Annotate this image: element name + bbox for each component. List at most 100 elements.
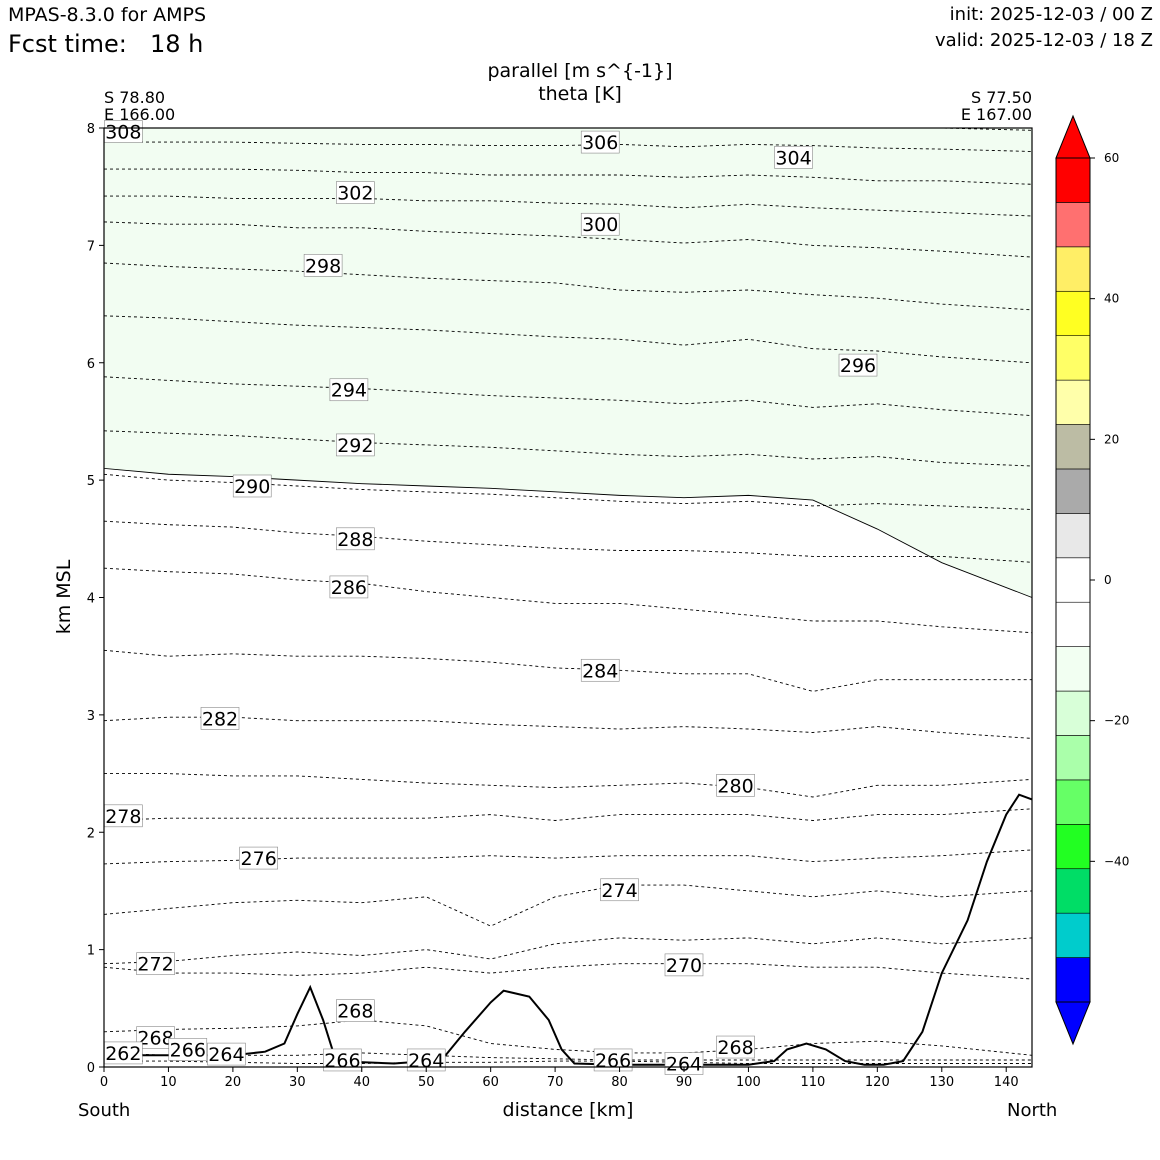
colorbar-tick-label: −40: [1104, 854, 1129, 868]
contour-label-box: [136, 952, 175, 976]
theta-contour-288: [103, 520, 1033, 563]
theta-contour-280: [104, 773, 1033, 798]
theta-contour-298: [103, 262, 1033, 311]
colorbar-segment: [1055, 335, 1091, 381]
contour-label-box: [838, 353, 878, 377]
x-tick-label: 20: [225, 1075, 242, 1090]
contour-label-266: 266: [324, 1050, 360, 1072]
contour-label-box: [664, 953, 704, 977]
contour-label-box: [232, 474, 272, 498]
contour-label-282: 282: [202, 708, 238, 730]
contour-label-box: [716, 773, 755, 797]
colorbar-segment: [1055, 468, 1091, 514]
contour-label-box: [580, 658, 620, 682]
theta-contour-272: [103, 937, 1033, 965]
colorbar-segment: [1055, 379, 1091, 425]
colorbar-segment: [1055, 779, 1091, 825]
theta-contour-274: [103, 884, 1033, 927]
x-tick-label: 10: [160, 1075, 177, 1090]
colorbar-tick-label: 20: [1104, 432, 1119, 446]
contour-label-box: [136, 1026, 175, 1049]
theta-contour-284: [103, 649, 1032, 692]
x-axis-label: distance [km]: [502, 1099, 634, 1121]
theta-contour-278: [103, 808, 1033, 821]
contour-label-268: 268: [137, 1028, 173, 1050]
contour-label-box: [336, 181, 375, 204]
colorbar-segment: [1055, 424, 1091, 470]
colorbar-over-extension: [1055, 114, 1091, 159]
y-tick-label: 5: [87, 474, 95, 489]
contour-label-298: 298: [305, 255, 341, 277]
contour-label-box: [323, 1048, 362, 1072]
x-tick-label: 140: [994, 1075, 1019, 1090]
theta-contour-268: [103, 1019, 1033, 1056]
colorbar-segment: [1055, 157, 1091, 203]
colorbar-segment: [1055, 557, 1091, 603]
theta-contour-294: [103, 376, 1033, 417]
contour-label-276: 276: [241, 848, 277, 870]
contour-label-280: 280: [717, 775, 753, 797]
x-tick-label: 80: [611, 1075, 628, 1090]
x-tick-label: 60: [482, 1075, 499, 1090]
x-tick-label: 110: [800, 1075, 825, 1090]
contour-label-box: [716, 1035, 755, 1059]
model-title: MPAS-8.3.0 for AMPS: [8, 4, 207, 26]
contour-label-box: [336, 433, 375, 457]
y-tick-label: 0: [87, 1061, 95, 1076]
contour-label-box: [580, 130, 620, 154]
colorbar-segment: [1055, 290, 1091, 336]
colorbar-segment: [1055, 246, 1091, 292]
colorbar-segment: [1055, 601, 1091, 647]
x-tick-label: 120: [865, 1075, 890, 1090]
contour-label-270: 270: [666, 955, 702, 977]
colorbar-under-extension: [1055, 1001, 1091, 1046]
terrain: [104, 793, 1033, 1066]
contour-label-box: [303, 254, 343, 277]
y-tick-label: 8: [87, 122, 95, 137]
y-tick-label: 6: [87, 357, 95, 372]
theta-contour-302: [104, 195, 1033, 217]
contour-label-278: 278: [105, 806, 141, 828]
left-latitude: S 78.80: [104, 88, 166, 107]
shaded-area: [103, 127, 1033, 599]
contour-label-266: 266: [595, 1050, 631, 1072]
x-tick-label: 40: [354, 1075, 371, 1090]
contour-label-272: 272: [137, 954, 173, 976]
colorbar: 60 40 20 0 −20 −40: [1055, 114, 1129, 1046]
colorbar-segment: [1055, 868, 1091, 914]
forecast-time-label: Fcst time:: [8, 30, 127, 58]
contour-label-box: [207, 1042, 246, 1066]
contour-label-308: 308: [105, 122, 141, 144]
colorbar-segment: [1055, 957, 1091, 1003]
axes: 0 10 20 30 40 50 60 70 80 90 100 110 120 130 140 0 1 2 3 4 5…: [87, 122, 1033, 1090]
shaded-wind-region: [103, 127, 1033, 599]
x-tick-label: 70: [547, 1075, 564, 1090]
contour-label-296: 296: [840, 355, 876, 377]
theta-contour-306: [104, 141, 1033, 152]
colorbar-segment: [1055, 690, 1091, 736]
contour-label-304: 304: [775, 147, 811, 169]
contour-label-box: [774, 146, 813, 169]
x-tick-label: 130: [929, 1075, 954, 1090]
valid-time: valid: 2025-12-03 / 18 Z: [935, 30, 1153, 51]
left-longitude: E 166.00: [104, 105, 176, 124]
contour-label-306: 306: [582, 132, 618, 154]
colorbar-tick-label: 40: [1104, 292, 1119, 306]
contour-label-302: 302: [337, 183, 373, 205]
contour-label-300: 300: [582, 214, 618, 236]
contour-label-box: [336, 999, 375, 1022]
right-latitude: S 77.50: [970, 88, 1032, 107]
contour-label-box: [336, 527, 375, 551]
init-time: init: 2025-12-03 / 00 Z: [949, 4, 1153, 25]
x-tick-label: 90: [676, 1075, 693, 1090]
colorbar-segment: [1055, 735, 1091, 781]
contour-label-box: [593, 1048, 633, 1072]
terrain-line: [104, 793, 1033, 1066]
y-tick-label: 1: [87, 944, 95, 959]
contour-label-264: 264: [208, 1044, 244, 1066]
y-tick-label: 2: [87, 826, 95, 841]
colorbar-segment: [1055, 912, 1091, 958]
theta-contour-292: [103, 430, 1033, 467]
x-tick-label: 0: [100, 1075, 108, 1090]
